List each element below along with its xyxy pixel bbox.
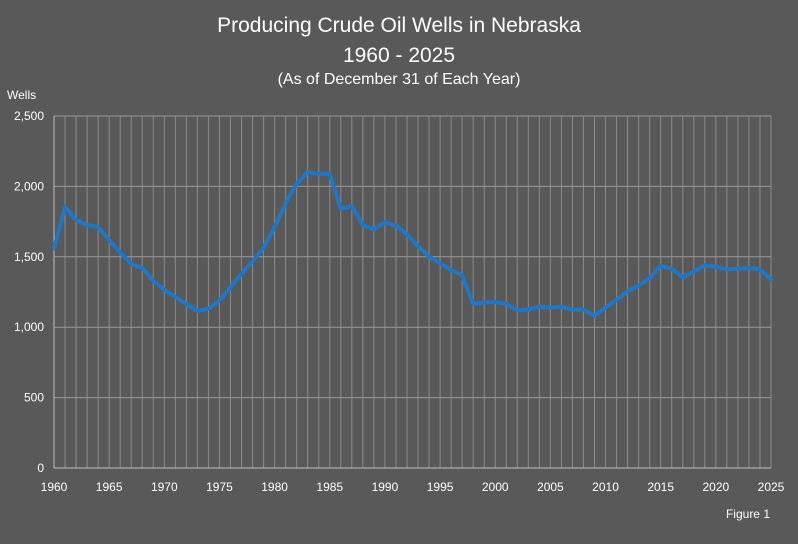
figure-label: Figure 1 — [725, 507, 770, 521]
data-point — [251, 259, 255, 263]
data-point — [52, 246, 56, 250]
data-point — [339, 207, 343, 211]
data-point — [118, 251, 122, 255]
x-tick-label: 2020 — [702, 480, 729, 494]
data-point — [471, 302, 475, 306]
data-point — [173, 295, 177, 299]
data-point — [593, 314, 597, 318]
y-tick-label: 2,000 — [14, 179, 44, 193]
x-tick-label: 1965 — [96, 480, 123, 494]
plot-area — [54, 116, 771, 468]
x-tick-label: 1960 — [41, 480, 68, 494]
data-point — [637, 284, 641, 288]
data-point — [317, 172, 321, 176]
data-point — [162, 288, 166, 292]
data-point — [206, 307, 210, 311]
data-point — [96, 225, 100, 229]
data-point — [725, 267, 729, 271]
data-point — [372, 227, 376, 231]
data-point — [184, 302, 188, 306]
data-point — [681, 275, 685, 279]
chart-note: (As of December 31 of Each Year) — [277, 71, 521, 88]
y-tick-label: 500 — [24, 391, 44, 405]
vertical-gridlines — [53, 116, 772, 468]
data-point — [383, 220, 387, 224]
y-tick-labels: 0 500 1,000 1,500 2,000 2,500 — [14, 109, 44, 475]
data-point — [295, 182, 299, 186]
data-point — [416, 244, 420, 248]
y-tick-label: 0 — [37, 461, 44, 475]
data-point — [240, 272, 244, 276]
data-point — [615, 298, 619, 302]
x-tick-label: 2025 — [758, 480, 785, 494]
data-point — [692, 270, 696, 274]
data-point — [670, 267, 674, 271]
x-tick-label: 2005 — [537, 480, 564, 494]
data-point — [85, 223, 89, 227]
data-point — [405, 232, 409, 236]
chart-subtitle: 1960 - 2025 — [342, 44, 456, 67]
data-point — [328, 172, 332, 176]
data-point — [769, 277, 773, 281]
data-point — [449, 268, 453, 272]
data-point — [604, 305, 608, 309]
data-point — [648, 276, 652, 280]
data-point — [74, 218, 78, 222]
x-tick-label: 2015 — [647, 480, 674, 494]
data-point — [482, 301, 486, 305]
data-point — [438, 261, 442, 265]
data-point — [515, 308, 519, 312]
data-point — [758, 267, 762, 271]
data-point — [581, 308, 585, 312]
data-point — [63, 205, 67, 209]
x-tick-label: 1995 — [427, 480, 454, 494]
x-tick-labels: 1960 1965 1970 1975 1980 1985 1990 1995 2000 2005… — [41, 480, 785, 494]
x-tick-label: 1980 — [261, 480, 288, 494]
data-point — [140, 266, 144, 270]
x-tick-label: 1985 — [316, 480, 343, 494]
data-point — [394, 224, 398, 228]
data-point — [427, 255, 431, 259]
data-point — [273, 225, 277, 229]
data-point — [262, 246, 266, 250]
data-point — [361, 223, 365, 227]
data-point — [129, 262, 133, 266]
data-point — [493, 300, 497, 304]
data-point — [703, 263, 707, 267]
y-axis-label: Wells — [7, 88, 37, 102]
data-point — [626, 289, 630, 293]
x-tick-label: 1990 — [372, 480, 399, 494]
data-point — [526, 308, 530, 312]
data-point — [228, 285, 232, 289]
data-point — [195, 309, 199, 313]
data-point — [747, 266, 751, 270]
data-point — [559, 305, 563, 309]
data-point — [659, 264, 663, 268]
data-point — [714, 265, 718, 269]
chart-title: Producing Crude Oil Wells in Nebraska — [217, 14, 581, 37]
y-tick-label: 1,500 — [14, 250, 44, 264]
data-point — [548, 305, 552, 309]
data-point — [151, 279, 155, 283]
data-point — [460, 273, 464, 277]
data-point — [537, 305, 541, 309]
data-point — [217, 298, 221, 302]
y-tick-label: 2,500 — [14, 109, 44, 123]
series-line-wells — [52, 170, 773, 318]
x-tick-label: 2000 — [482, 480, 509, 494]
data-point — [736, 267, 740, 271]
data-point — [306, 170, 310, 174]
data-point — [107, 238, 111, 242]
y-tick-label: 1,000 — [14, 320, 44, 334]
data-point — [350, 204, 354, 208]
x-tick-label: 2010 — [592, 480, 619, 494]
x-tick-label: 1970 — [151, 480, 178, 494]
axes — [53, 116, 771, 469]
data-point — [504, 302, 508, 306]
data-point — [570, 308, 574, 312]
x-tick-label: 1975 — [206, 480, 233, 494]
data-point — [284, 201, 288, 205]
